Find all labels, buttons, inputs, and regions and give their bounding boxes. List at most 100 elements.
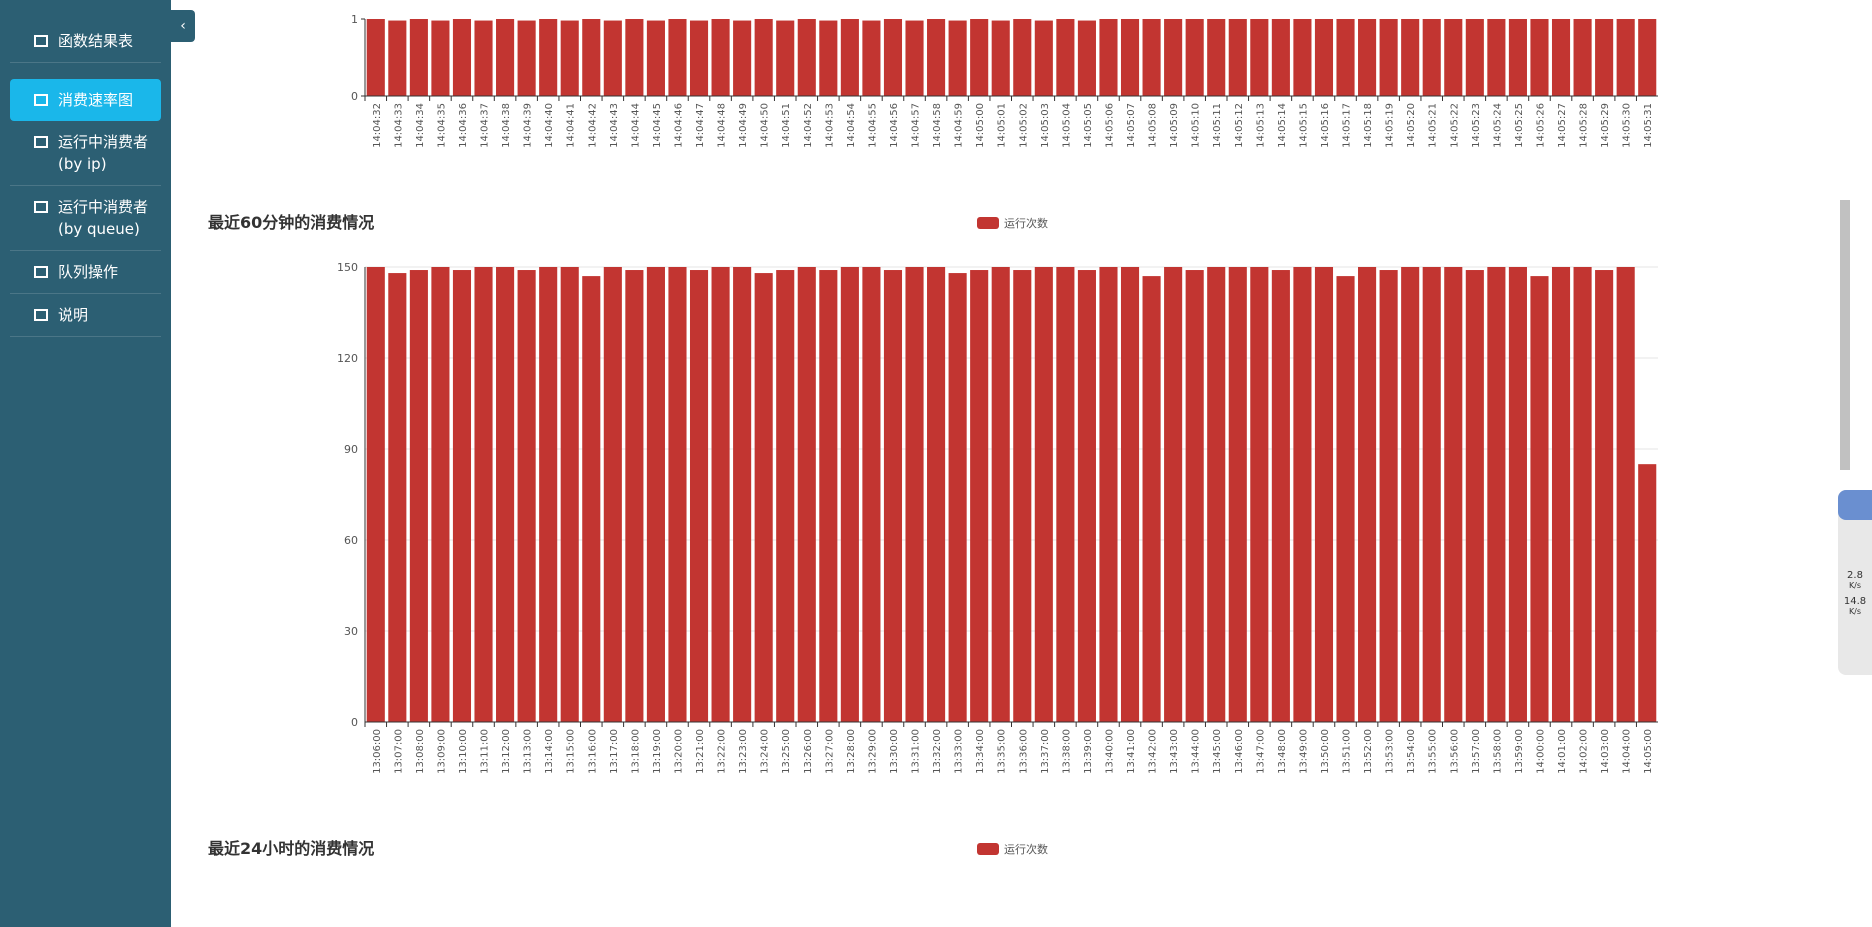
bar	[1595, 270, 1614, 722]
x-tick-label: 14:04:32	[372, 103, 383, 148]
speed-widget: 2.8 K/s 14.8 K/s	[1838, 490, 1872, 675]
x-tick-label: 14:05:00	[975, 103, 986, 148]
x-tick-label: 14:05:10	[1191, 103, 1202, 148]
bar	[625, 19, 644, 96]
x-tick-label: 14:05:07	[1126, 103, 1137, 148]
bar	[1271, 270, 1290, 722]
bar	[1056, 19, 1075, 96]
bar	[366, 19, 385, 96]
x-tick-label: 14:05:23	[1471, 103, 1482, 148]
bar	[733, 20, 752, 96]
x-tick-label: 14:04:59	[954, 103, 965, 148]
bar	[560, 20, 579, 96]
bar	[1034, 267, 1053, 722]
x-tick-label: 13:34:00	[975, 729, 986, 774]
x-tick-label: 13:11:00	[480, 729, 491, 774]
widget-icon[interactable]	[1838, 490, 1872, 520]
bar	[1034, 20, 1053, 96]
y-tick-label: 150	[337, 261, 358, 274]
x-tick-label: 13:47:00	[1255, 729, 1266, 774]
bar	[1444, 267, 1463, 722]
bar	[970, 270, 989, 722]
legend-label: 运行次数	[1004, 842, 1048, 856]
bar	[1228, 267, 1247, 722]
bar	[1228, 19, 1247, 96]
bar	[1444, 19, 1463, 96]
bar	[1358, 19, 1377, 96]
bar	[517, 20, 536, 96]
x-tick-label: 13:26:00	[803, 729, 814, 774]
menu-item[interactable]: 队列操作	[10, 251, 161, 294]
x-tick-label: 14:05:24	[1492, 103, 1503, 148]
x-tick-label: 13:48:00	[1277, 729, 1288, 774]
bar	[517, 270, 536, 722]
x-tick-label: 14:04:56	[889, 103, 900, 148]
x-tick-label: 14:05:15	[1298, 103, 1309, 148]
x-tick-label: 14:05:30	[1622, 103, 1633, 148]
bar	[474, 267, 493, 722]
menu-item[interactable]: 运行中消费者 (by ip)	[10, 121, 161, 186]
x-tick-label: 14:00:00	[1535, 729, 1546, 774]
x-tick-label: 13:31:00	[911, 729, 922, 774]
bar	[862, 267, 881, 722]
menu-label: 运行中消费者 (by ip)	[58, 133, 149, 173]
x-tick-label: 13:33:00	[954, 729, 965, 774]
x-tick-label: 14:04:50	[760, 103, 771, 148]
bar	[452, 19, 472, 96]
bar	[668, 267, 687, 722]
bar	[1056, 267, 1075, 722]
x-tick-label: 13:35:00	[997, 729, 1008, 774]
x-tick-label: 13:18:00	[630, 729, 641, 774]
bar	[1207, 19, 1226, 96]
x-tick-label: 14:04:58	[932, 103, 943, 148]
sidebar-toggle[interactable]: ‹	[171, 10, 195, 42]
bar	[711, 267, 730, 722]
menu-item[interactable]: 消费速率图	[10, 79, 161, 121]
x-tick-label: 14:05:26	[1535, 103, 1546, 148]
x-tick-label: 14:05:11	[1212, 103, 1223, 148]
bar	[754, 273, 773, 722]
x-tick-label: 13:54:00	[1406, 729, 1417, 774]
x-tick-label: 13:10:00	[458, 729, 469, 774]
x-tick-label: 13:46:00	[1234, 729, 1245, 774]
bar	[1573, 267, 1592, 722]
menu-item[interactable]: 说明	[10, 294, 161, 337]
bar	[948, 273, 967, 722]
x-tick-label: 14:05:04	[1061, 103, 1072, 148]
x-tick-label: 14:04:53	[824, 103, 835, 148]
x-tick-label: 14:04:52	[803, 103, 814, 148]
down-speed: 14.8	[1843, 596, 1867, 607]
menu-item[interactable]: 函数结果表	[10, 20, 161, 63]
y-tick-label: 1	[351, 13, 358, 26]
bar	[970, 19, 989, 96]
menu-item[interactable]: 运行中消费者 (by queue)	[10, 186, 161, 251]
x-tick-label: 14:05:16	[1320, 103, 1331, 148]
bar	[1293, 19, 1312, 96]
bar	[883, 19, 903, 96]
bar	[496, 19, 515, 96]
bar	[1164, 19, 1183, 96]
x-tick-label: 14:05:17	[1342, 103, 1353, 148]
bar	[1336, 19, 1355, 96]
x-tick-label: 13:40:00	[1104, 729, 1115, 774]
menu-label: 队列操作	[58, 263, 119, 281]
x-tick-label: 14:04:34	[415, 103, 426, 148]
x-tick-label: 14:04:55	[867, 103, 878, 148]
x-tick-label: 14:04:39	[523, 103, 534, 148]
x-tick-label: 13:28:00	[846, 729, 857, 774]
x-tick-label: 14:04:36	[458, 103, 469, 148]
x-tick-label: 14:04:41	[566, 103, 577, 148]
x-tick-label: 14:05:22	[1449, 103, 1460, 148]
x-tick-label: 14:04:46	[673, 103, 684, 148]
bar	[797, 19, 816, 96]
bar	[1379, 19, 1398, 96]
scrollbar-thumb[interactable]	[1840, 200, 1850, 470]
x-tick-label: 13:36:00	[1018, 729, 1029, 774]
bar	[754, 19, 773, 96]
x-tick-label: 14:05:03	[1040, 103, 1051, 148]
bar	[474, 20, 493, 96]
x-tick-label: 14:04:44	[630, 103, 641, 148]
bar	[1358, 267, 1377, 722]
x-tick-label: 14:04:57	[911, 103, 922, 148]
